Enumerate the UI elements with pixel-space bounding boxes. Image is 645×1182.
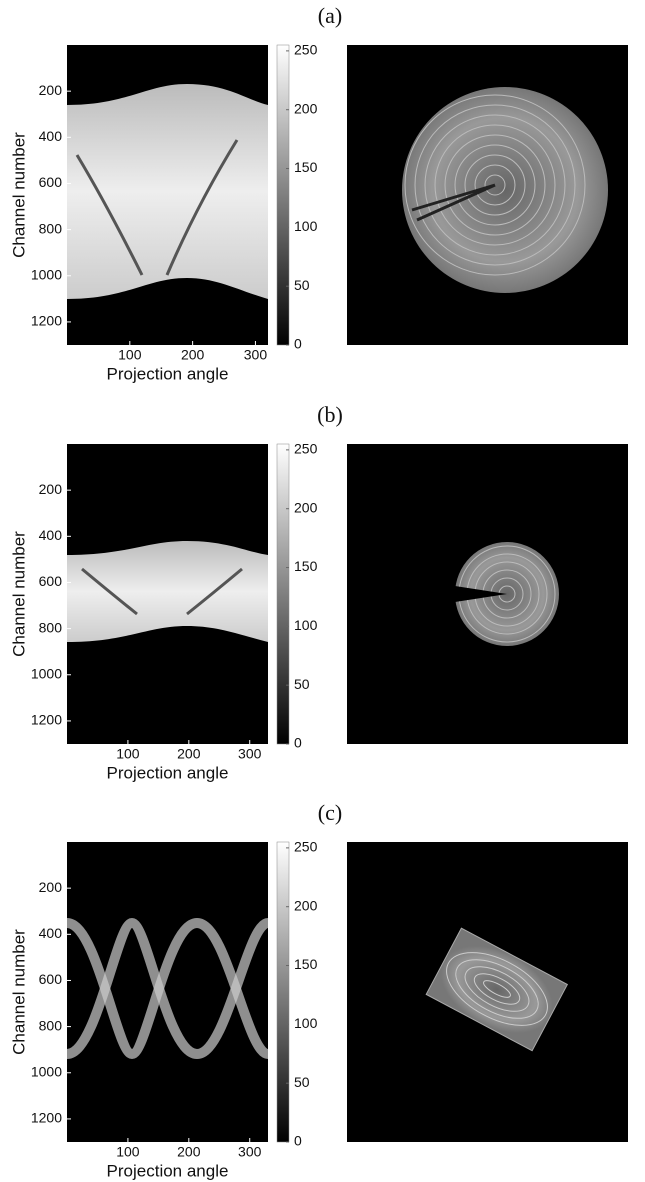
x-tick-label: 100 — [116, 1144, 140, 1160]
figure: (a)10020030020040060080010001200Projecti… — [0, 0, 645, 1182]
x-tick-label: 300 — [238, 1144, 262, 1160]
panel-title: (a) — [318, 3, 342, 28]
panel-title: (b) — [317, 402, 343, 427]
colorbar-tick-label: 150 — [294, 956, 318, 972]
x-tick-label: 300 — [244, 347, 268, 363]
y-tick-label: 600 — [39, 174, 63, 190]
reconstruction-content — [455, 542, 559, 646]
y-tick-label: 1000 — [31, 266, 62, 282]
colorbar-tick-label: 50 — [294, 277, 310, 293]
y-tick-label: 400 — [39, 128, 63, 144]
y-tick-label: 1200 — [31, 712, 62, 728]
colorbar-tick-label: 200 — [294, 100, 318, 116]
colorbar-tick-label: 50 — [294, 1074, 310, 1090]
x-tick-label: 200 — [177, 1144, 201, 1160]
page: {"chart_data": [ {"type": "image", "titl… — [0, 0, 645, 1182]
x-tick-label: 100 — [118, 347, 142, 363]
colorbar-tick-label: 100 — [294, 1015, 318, 1031]
colorbar-tick-label: 0 — [294, 1133, 302, 1149]
y-tick-label: 400 — [39, 925, 63, 941]
panel-title: (c) — [318, 800, 342, 825]
x-axis-label: Projection angle — [107, 364, 229, 383]
colorbar — [277, 842, 289, 1142]
reconstruction-content — [402, 87, 608, 293]
colorbar-tick-label: 250 — [294, 42, 318, 58]
y-tick-label: 1200 — [31, 313, 62, 329]
y-tick-label: 1200 — [31, 1110, 62, 1126]
y-tick-label: 200 — [39, 82, 63, 98]
x-axis-label: Projection angle — [107, 763, 229, 782]
sinogram-content — [67, 541, 268, 642]
colorbar-tick-label: 50 — [294, 676, 310, 692]
log-section — [402, 87, 608, 293]
colorbar-tick-label: 0 — [294, 735, 302, 751]
y-tick-label: 1000 — [31, 1063, 62, 1079]
y-tick-label: 200 — [39, 879, 63, 895]
x-tick-label: 100 — [116, 746, 140, 762]
colorbar-tick-label: 200 — [294, 897, 318, 913]
sinogram-band — [67, 541, 268, 642]
y-axis-label: Channel number — [9, 531, 28, 657]
colorbar — [277, 444, 289, 744]
x-tick-label: 200 — [177, 746, 201, 762]
y-axis-label: Channel number — [9, 929, 28, 1055]
y-tick-label: 1000 — [31, 665, 62, 681]
y-tick-label: 800 — [39, 220, 63, 236]
y-tick-label: 600 — [39, 971, 63, 987]
colorbar-tick-label: 150 — [294, 558, 318, 574]
colorbar-tick-label: 200 — [294, 499, 318, 515]
colorbar-tick-label: 100 — [294, 218, 318, 234]
sinogram-content — [67, 84, 268, 299]
y-tick-label: 800 — [39, 619, 63, 635]
colorbar-tick-label: 250 — [294, 839, 318, 855]
colorbar-tick-label: 0 — [294, 336, 302, 352]
y-axis-label: Channel number — [9, 132, 28, 258]
y-tick-label: 800 — [39, 1017, 63, 1033]
x-axis-label: Projection angle — [107, 1161, 229, 1180]
colorbar-tick-label: 150 — [294, 159, 318, 175]
colorbar-tick-label: 250 — [294, 441, 318, 457]
y-tick-label: 600 — [39, 573, 63, 589]
x-tick-label: 200 — [181, 347, 205, 363]
y-tick-label: 400 — [39, 527, 63, 543]
colorbar-tick-label: 100 — [294, 617, 318, 633]
y-tick-label: 200 — [39, 481, 63, 497]
colorbar — [277, 45, 289, 345]
x-tick-label: 300 — [238, 746, 262, 762]
